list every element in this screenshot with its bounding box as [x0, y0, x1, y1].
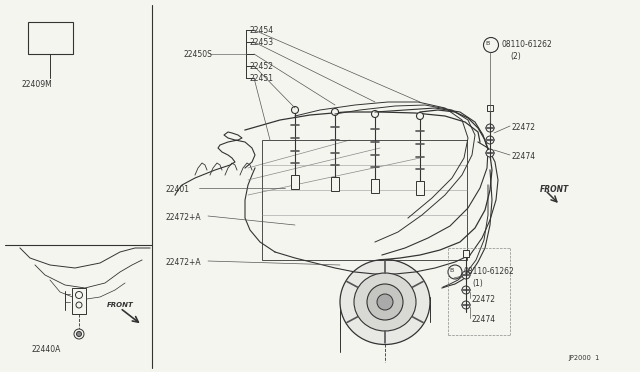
Bar — [72, 288, 86, 314]
Text: FRONT: FRONT — [540, 185, 569, 194]
Circle shape — [486, 149, 494, 157]
Text: B: B — [450, 267, 454, 273]
Text: 22451: 22451 — [250, 74, 274, 83]
Circle shape — [486, 136, 494, 144]
Text: FRONT: FRONT — [107, 302, 134, 308]
Text: 22409M: 22409M — [22, 80, 52, 89]
Bar — [331, 177, 339, 191]
Text: 22472: 22472 — [512, 123, 536, 132]
Ellipse shape — [354, 273, 416, 331]
Circle shape — [448, 265, 462, 279]
Text: (2): (2) — [510, 52, 521, 61]
Text: 08110-61262: 08110-61262 — [464, 267, 515, 276]
Text: 22453: 22453 — [250, 38, 274, 47]
Text: 22472+A: 22472+A — [165, 213, 200, 222]
Text: 08110-61262: 08110-61262 — [501, 40, 552, 49]
Text: 22401: 22401 — [165, 185, 189, 194]
Circle shape — [371, 110, 378, 118]
Text: 22474: 22474 — [512, 152, 536, 161]
Bar — [262, 140, 467, 260]
Bar — [371, 179, 379, 193]
Text: (1): (1) — [472, 279, 483, 288]
Circle shape — [462, 286, 470, 294]
Circle shape — [77, 331, 81, 337]
Text: 22474: 22474 — [472, 315, 496, 324]
Text: 22450S: 22450S — [183, 50, 212, 59]
Circle shape — [332, 109, 339, 115]
Text: 22472: 22472 — [472, 295, 496, 304]
Bar — [463, 250, 469, 257]
Bar — [291, 175, 299, 189]
Circle shape — [462, 301, 470, 309]
Circle shape — [417, 112, 424, 119]
Text: B: B — [486, 41, 490, 45]
Circle shape — [483, 38, 499, 52]
Circle shape — [367, 284, 403, 320]
Circle shape — [76, 302, 82, 308]
Bar — [416, 181, 424, 195]
Ellipse shape — [340, 260, 430, 344]
Circle shape — [74, 329, 84, 339]
Bar — [487, 105, 493, 111]
Text: 22440A: 22440A — [32, 345, 61, 354]
Circle shape — [462, 271, 470, 279]
Bar — [28, 22, 73, 54]
Text: 22452: 22452 — [250, 62, 274, 71]
Circle shape — [291, 106, 298, 113]
Text: 22454: 22454 — [250, 26, 274, 35]
Text: JP2000  1: JP2000 1 — [568, 355, 599, 361]
Circle shape — [486, 124, 494, 132]
Circle shape — [377, 294, 393, 310]
Circle shape — [76, 292, 83, 298]
Text: 22472+A: 22472+A — [165, 258, 200, 267]
